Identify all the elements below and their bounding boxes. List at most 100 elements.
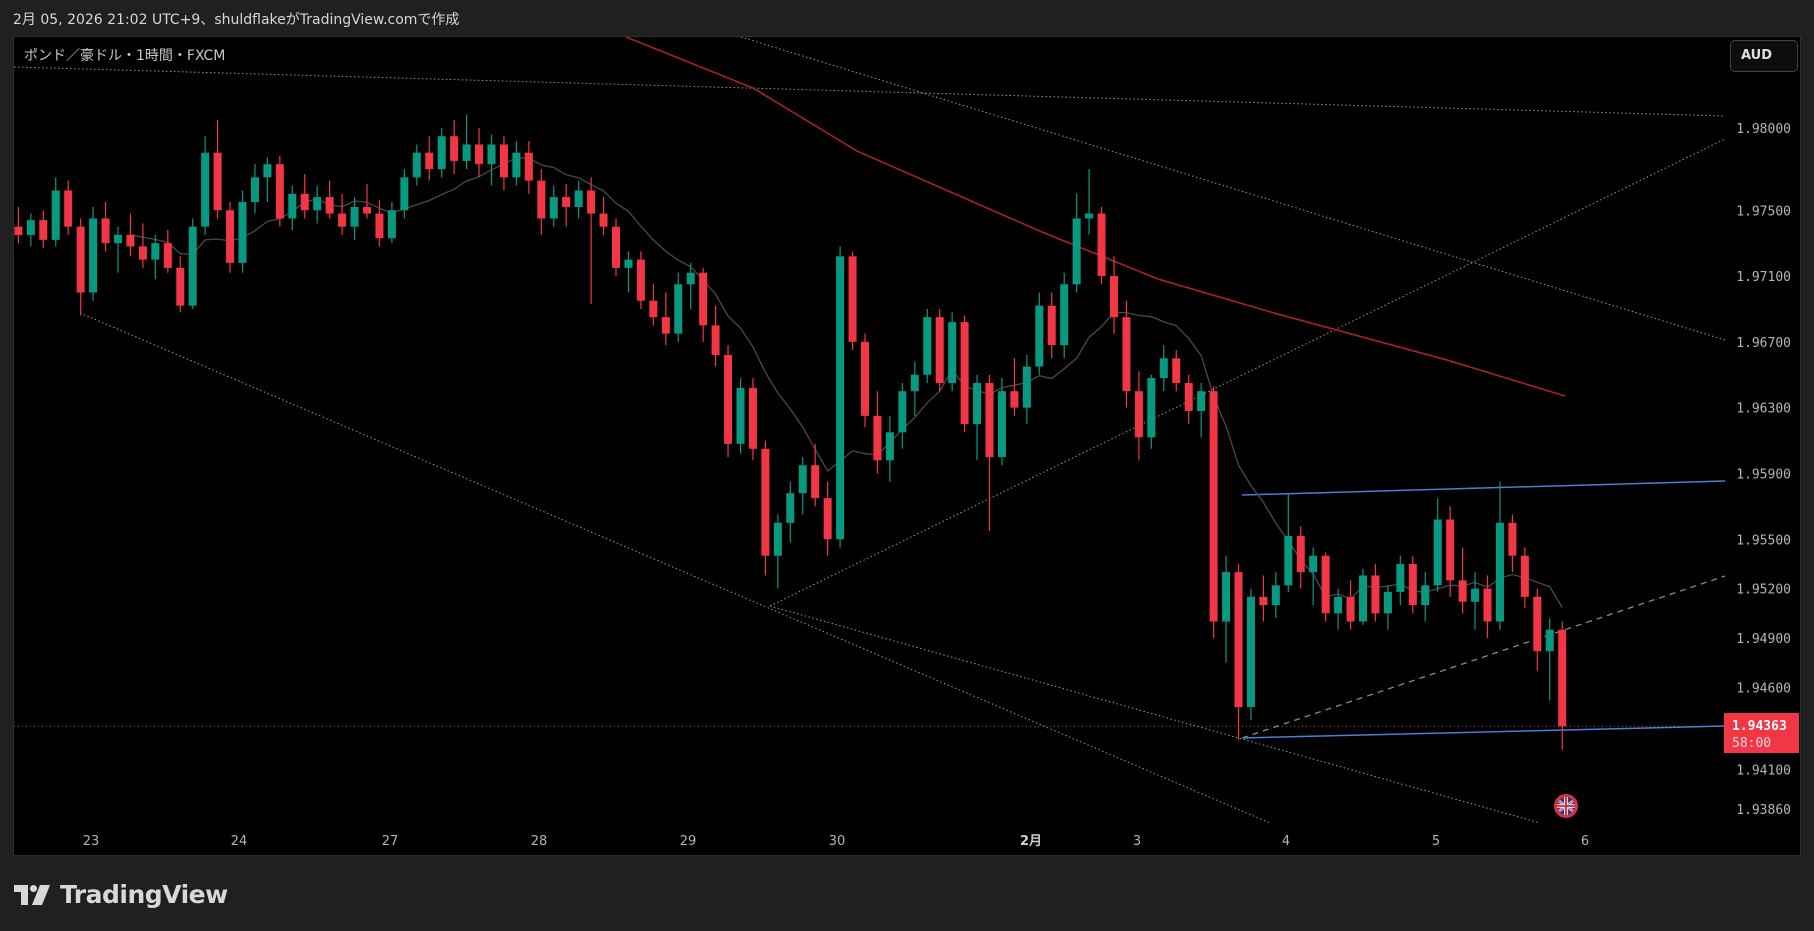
candle-body xyxy=(711,325,720,356)
candle-body xyxy=(387,210,396,239)
candle-body xyxy=(1421,585,1430,606)
tradingview-logo[interactable]: TradingView xyxy=(14,880,228,909)
candle xyxy=(201,136,210,235)
candle xyxy=(275,155,284,227)
candle xyxy=(1433,498,1442,592)
candle xyxy=(1533,588,1542,671)
candle-body xyxy=(250,177,259,203)
trend-line[interactable] xyxy=(14,66,1726,117)
candle-body xyxy=(661,317,670,334)
candle-body xyxy=(1085,213,1094,219)
candle-body xyxy=(811,465,820,499)
candle-body xyxy=(437,136,446,170)
candle-body xyxy=(138,246,147,260)
candle-body xyxy=(1122,317,1131,392)
trend-line[interactable] xyxy=(769,138,1726,607)
candle xyxy=(1035,292,1044,375)
candle xyxy=(549,185,558,227)
uk-flag-icon[interactable] xyxy=(1554,794,1578,818)
candle xyxy=(1234,563,1243,740)
candle-body xyxy=(848,256,857,342)
candle xyxy=(250,164,259,214)
candle xyxy=(1558,621,1567,750)
candle-body xyxy=(823,498,832,540)
candle-body xyxy=(89,218,98,293)
candle-body xyxy=(624,259,633,268)
candle xyxy=(910,361,919,416)
candle-body xyxy=(1022,366,1031,408)
candle-body xyxy=(1222,572,1231,622)
candle xyxy=(1147,374,1156,449)
candle xyxy=(587,177,596,305)
current-price-label: 1.94363 58:00 xyxy=(1724,713,1799,753)
candle xyxy=(674,272,683,342)
candle xyxy=(836,246,845,548)
candle-body xyxy=(898,391,907,433)
candle xyxy=(811,443,820,507)
candle-body xyxy=(14,226,23,235)
candle xyxy=(462,114,471,170)
candle-body xyxy=(885,432,894,461)
candle-body xyxy=(226,210,235,263)
candle xyxy=(387,202,396,244)
candle-body xyxy=(1483,588,1492,622)
candle xyxy=(1222,555,1231,663)
chart-panel[interactable]: 1.98000 1.97500 1.97100 1.96700 1.96300 1.959… xyxy=(13,36,1801,856)
candle-body xyxy=(1408,563,1417,606)
candle-body xyxy=(960,322,969,425)
candle-body xyxy=(1359,575,1367,622)
candle xyxy=(138,223,147,268)
candle xyxy=(1495,481,1504,630)
price-axis: 1.98000 1.97500 1.97100 1.96700 1.96300 1.959… xyxy=(1736,122,1791,818)
time-tick-label: 6 xyxy=(1581,834,1589,849)
candle-body xyxy=(861,341,869,416)
candle-body xyxy=(338,213,347,227)
resistance-line[interactable] xyxy=(1241,480,1726,496)
candle-body xyxy=(412,152,421,178)
candle xyxy=(574,180,583,219)
tradingview-logo-icon xyxy=(14,884,50,905)
candle xyxy=(375,200,384,247)
candle xyxy=(885,415,894,482)
candle xyxy=(437,128,446,178)
candle xyxy=(985,374,994,532)
time-tick-label: 24 xyxy=(231,834,248,849)
candle xyxy=(748,378,757,461)
candle-body xyxy=(761,448,770,556)
price-tick-label: 1.95900 xyxy=(1736,467,1791,482)
trend-line[interactable] xyxy=(769,605,1541,824)
price-tick-label: 1.97500 xyxy=(1736,204,1791,219)
time-tick-label: 3 xyxy=(1133,834,1141,849)
candle xyxy=(948,312,957,392)
slow-moving-average-line xyxy=(625,37,1566,397)
candle-body xyxy=(263,164,272,178)
trend-line[interactable] xyxy=(740,37,1726,341)
candle xyxy=(163,229,172,273)
candle-body xyxy=(101,218,110,244)
candle-body xyxy=(176,267,185,306)
dashed-trend-line[interactable] xyxy=(1241,575,1726,739)
symbol-title: ポンド／豪ドル・1時間・FXCM xyxy=(24,48,226,64)
candle-body xyxy=(612,226,620,268)
candle xyxy=(263,157,272,203)
candle-body xyxy=(475,144,484,165)
candle xyxy=(512,141,521,186)
candle xyxy=(1047,292,1056,359)
time-tick-label: 2月 xyxy=(1020,834,1042,849)
candle xyxy=(288,185,297,230)
bar-countdown: 58:00 xyxy=(1732,736,1771,751)
price-tick-label: 1.97100 xyxy=(1736,270,1791,285)
candle xyxy=(612,218,620,277)
candle xyxy=(126,213,135,257)
candle xyxy=(1184,374,1193,425)
candle xyxy=(39,210,48,249)
time-tick-label: 5 xyxy=(1432,834,1440,849)
trend-line[interactable] xyxy=(79,312,1271,824)
currency-button[interactable]: AUD xyxy=(1730,40,1798,72)
candle-body xyxy=(636,259,645,301)
time-tick-label: 29 xyxy=(680,834,697,849)
candle-body xyxy=(923,317,932,375)
candlestick-chart[interactable]: 1.98000 1.97500 1.97100 1.96700 1.96300 1.959… xyxy=(14,37,1801,856)
candle xyxy=(1383,585,1392,630)
support-line[interactable] xyxy=(1241,725,1726,739)
